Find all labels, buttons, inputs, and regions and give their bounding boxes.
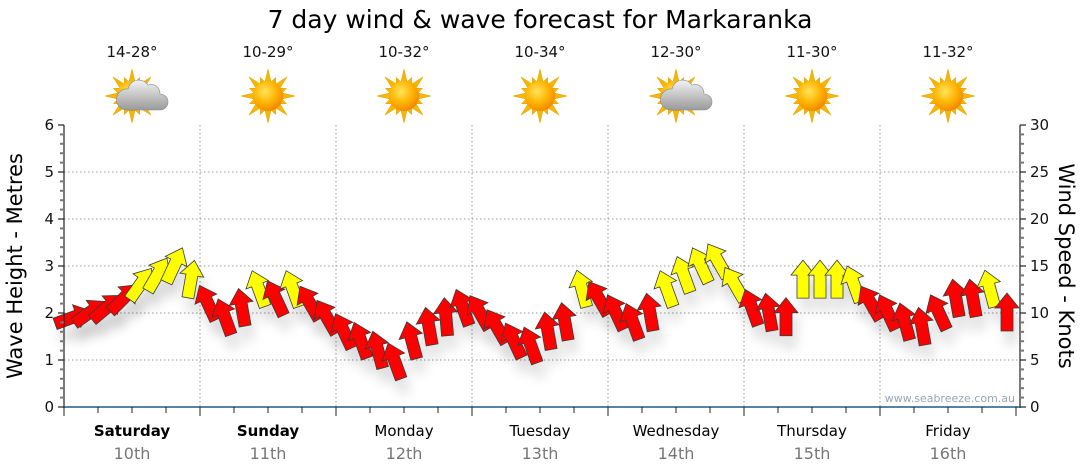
wind-arrow <box>925 294 953 333</box>
wind-arrow <box>636 292 662 333</box>
sunny-icon <box>240 68 296 124</box>
wind-arrow <box>874 294 902 333</box>
left-tick-label: 2 <box>44 304 54 322</box>
sunny-icon <box>784 68 840 124</box>
wind-arrow <box>551 302 577 342</box>
day-label: Sunday <box>237 422 300 440</box>
wind-arrow <box>994 292 1020 332</box>
left-tick-label: 0 <box>44 398 54 416</box>
wind-arrow <box>976 269 1002 309</box>
wind-arrow <box>262 280 290 319</box>
wind-arrow <box>160 247 188 286</box>
wind-arrow <box>738 288 765 328</box>
date-label: 15th <box>794 444 831 463</box>
left-tick-label: 1 <box>44 351 54 369</box>
cloud-shape <box>660 79 713 111</box>
sun-disc <box>525 81 555 111</box>
wind-arrow <box>347 321 374 361</box>
daily-weather-header: 14-28° 10-29° 10-32° 10-34° 12-30° 11-30° 11-3… <box>104 43 976 124</box>
right-tick-label: 5 <box>1030 351 1040 369</box>
wind-arrow <box>517 326 544 366</box>
date-label: 14th <box>658 444 695 463</box>
day-label: Monday <box>374 422 433 440</box>
wind-arrow <box>619 303 646 342</box>
wind-arrows <box>52 243 1020 382</box>
date-label: 10th <box>114 444 151 463</box>
sunny-icon <box>920 68 976 124</box>
wind-arrow <box>330 313 358 352</box>
wind-arrow <box>500 322 528 361</box>
left-tick-label: 4 <box>44 210 54 228</box>
temperature-range: 10-29° <box>242 43 293 61</box>
left-tick-label: 6 <box>44 116 54 134</box>
wind-arrow <box>398 321 424 361</box>
temperature-range: 10-34° <box>514 43 565 61</box>
sunny-icon <box>512 68 568 124</box>
wind-arrow <box>381 342 408 382</box>
day-label: Saturday <box>94 422 171 440</box>
wind-arrow-shadow <box>74 314 110 343</box>
day-label: Friday <box>925 422 971 440</box>
temperature-range: 14-28° <box>106 43 157 61</box>
date-label: 16th <box>930 444 967 463</box>
right-tick-label: 25 <box>1030 163 1049 181</box>
temperature-range: 11-32° <box>922 43 973 61</box>
right-tick-label: 15 <box>1030 257 1049 275</box>
day-label: Tuesday <box>508 422 570 440</box>
wind-arrow <box>959 278 985 319</box>
left-axis-label: Wave Height - Metres <box>3 153 27 379</box>
axes: 0 1 2 3 4 5 6 0 5 10 15 20 25 30 Saturday 10th Sunday 11t… <box>44 116 1049 463</box>
watermark: www.seabreeze.com.au <box>885 392 1015 405</box>
wind-arrow <box>228 287 254 328</box>
sun-disc <box>389 81 419 111</box>
left-tick-label: 5 <box>44 163 54 181</box>
right-axis-label: Wind Speed - Knots <box>1054 163 1078 368</box>
cloud-shape <box>116 79 169 111</box>
partly-cloudy-icon <box>104 68 169 124</box>
temperature-range: 12-30° <box>650 43 701 61</box>
day-label: Wednesday <box>633 422 720 440</box>
wind-arrow <box>179 259 205 300</box>
right-tick-label: 20 <box>1030 210 1049 228</box>
date-label: 13th <box>522 444 559 463</box>
wind-arrow <box>908 306 934 347</box>
sun-disc <box>253 81 283 111</box>
wind-arrow <box>534 311 560 352</box>
sun-disc <box>797 81 827 111</box>
temperature-range: 10-32° <box>378 43 429 61</box>
temperature-range: 11-30° <box>786 43 837 61</box>
partly-cloudy-icon <box>648 68 713 124</box>
date-label: 11th <box>250 444 287 463</box>
sunny-icon <box>376 68 432 124</box>
right-tick-label: 10 <box>1030 304 1049 322</box>
wind-arrow <box>211 298 238 338</box>
date-label: 12th <box>386 444 423 463</box>
wind-arrow <box>773 297 799 337</box>
right-tick-label: 0 <box>1030 398 1040 416</box>
wind-arrow <box>653 270 680 309</box>
wind-arrow <box>857 285 886 323</box>
wind-arrow <box>415 306 441 347</box>
left-tick-label: 3 <box>44 257 54 275</box>
sun-disc <box>933 81 963 111</box>
right-tick-label: 30 <box>1030 116 1049 134</box>
chart-title: 7 day wind & wave forecast for Markarank… <box>268 5 813 34</box>
wind-arrow <box>602 294 630 333</box>
day-label: Thursday <box>776 422 847 440</box>
